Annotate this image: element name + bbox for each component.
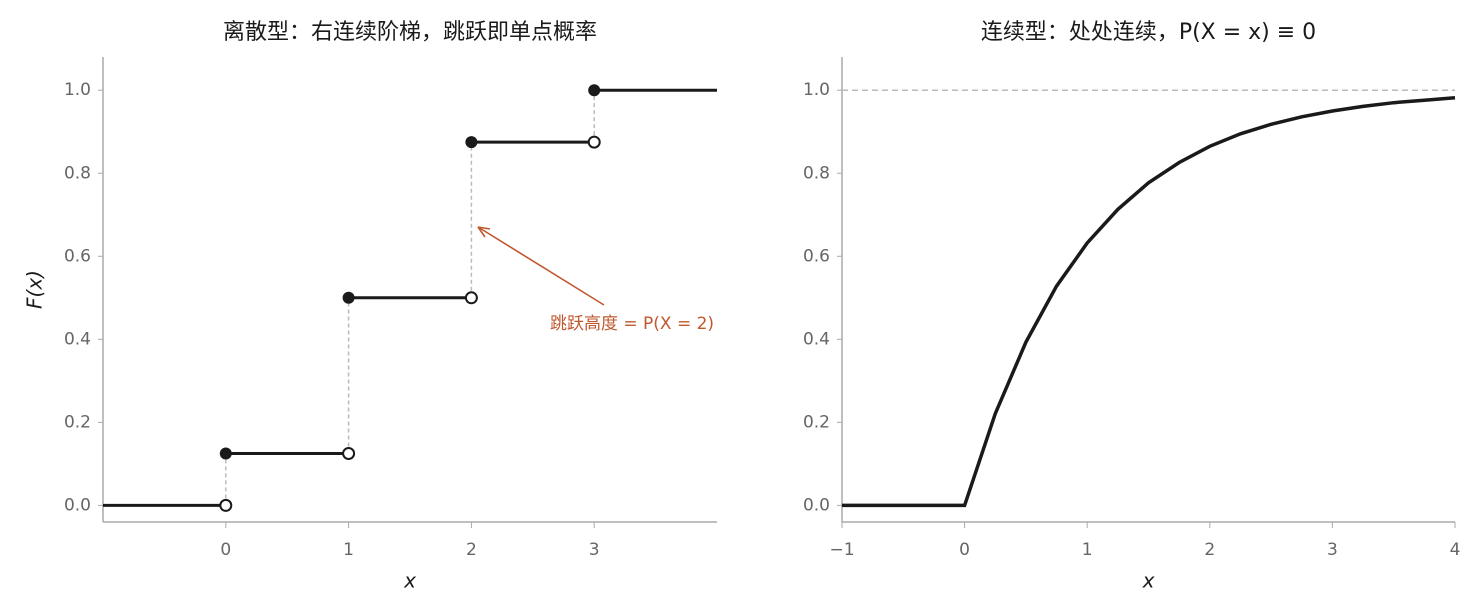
closed-point [219,447,232,460]
closed-point [465,136,478,149]
open-point [219,498,233,512]
annotation-arrowhead [477,226,491,238]
x-tick-label: 4 [1450,540,1461,560]
closed-point [588,84,601,97]
cdf-line [842,95,1456,508]
x-axis-label: x [1142,569,1155,593]
y-tick-label: 0.0 [64,495,91,515]
annotation: 跳跃高度 = P(X = 2) [550,314,714,334]
y-tick-label: 0.8 [803,163,830,183]
chart-title: 连续型：处处连续，P(X = x) ≡ 0 [981,20,1316,45]
y-tick-label: 0.0 [803,495,830,515]
x-axis-label: x [403,569,416,593]
x-tick-label: 0 [959,540,970,560]
y-tick-label: 0.6 [803,246,830,266]
y-tick-label: 0.4 [803,329,830,349]
y-axis-label: F(x) [23,270,47,309]
y-tick-label: 0.4 [64,329,91,349]
y-tick-label: 0.2 [64,412,91,432]
x-tick-label: 1 [343,540,354,560]
x-tick-label: 0 [220,540,231,560]
y-tick-label: 1.0 [803,80,830,100]
y-tick-label: 0.2 [803,412,830,432]
x-tick-label: 2 [1204,540,1215,560]
x-tick-label: 1 [1082,540,1093,560]
x-tick-label: 3 [589,540,600,560]
y-tick-label: 0.8 [64,163,91,183]
chart-title: 离散型：右连续阶梯，跳跃即单点概率 [223,20,597,45]
open-point [342,446,356,460]
x-tick-label: −1 [829,540,854,560]
x-tick-label: 3 [1327,540,1338,560]
x-tick-label: 2 [466,540,477,560]
y-tick-label: 1.0 [64,80,91,100]
y-tick-label: 0.6 [64,246,91,266]
open-point [464,291,478,305]
annotation-arrow [477,226,605,306]
open-point [587,135,601,149]
closed-point [342,291,355,304]
